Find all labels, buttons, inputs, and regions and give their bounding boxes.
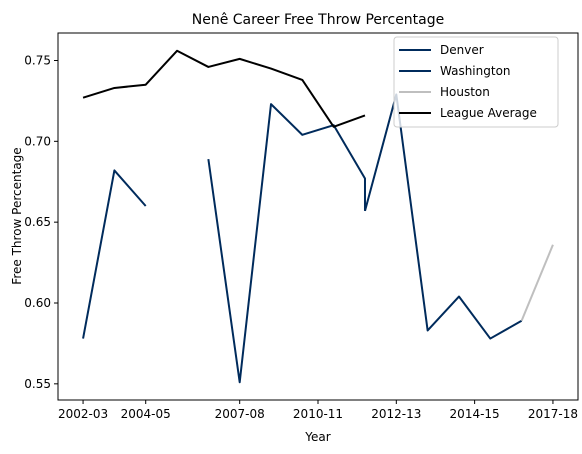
legend-label-league-average: League Average [440,106,537,120]
y-tick-label: 0.70 [24,134,51,148]
series-line-denver-2 [207,103,366,384]
x-tick-label: 2010-11 [293,407,343,421]
series-layer [82,49,554,384]
x-tick-label: 2007-08 [215,407,265,421]
legend-frame [393,36,559,128]
y-axis: 0.55 0.60 0.65 0.70 0.75 [24,53,58,391]
legend-label-denver: Denver [440,43,484,57]
x-tick-label: 2004-05 [121,407,171,421]
series-line-denver-1 [82,169,147,339]
x-axis-label: Year [304,430,330,444]
series-line-league-average-1 [82,49,366,128]
series-line-houston-1 [520,244,554,322]
y-axis-label: Free Throw Percentage [10,147,24,284]
y-tick-label: 0.65 [24,215,51,229]
y-tick-label: 0.55 [24,377,51,391]
x-tick-label: 2012-13 [371,407,421,421]
legend-label-washington: Washington [440,64,511,78]
x-tick-label: 2014-15 [450,407,500,421]
chart-title: Nenê Career Free Throw Percentage [192,12,445,28]
x-tick-label: 2017-18 [528,407,578,421]
x-tick-label: 2002-03 [58,407,108,421]
x-axis: 2002-03 2004-05 2007-08 2010-11 2012-13 2014-… [58,400,578,421]
y-tick-label: 0.75 [24,53,51,67]
series-line-washington-1 [364,93,523,340]
legend: Denver Washington Houston League Average [393,36,559,128]
y-tick-label: 0.60 [24,296,51,310]
legend-label-houston: Houston [440,85,490,99]
